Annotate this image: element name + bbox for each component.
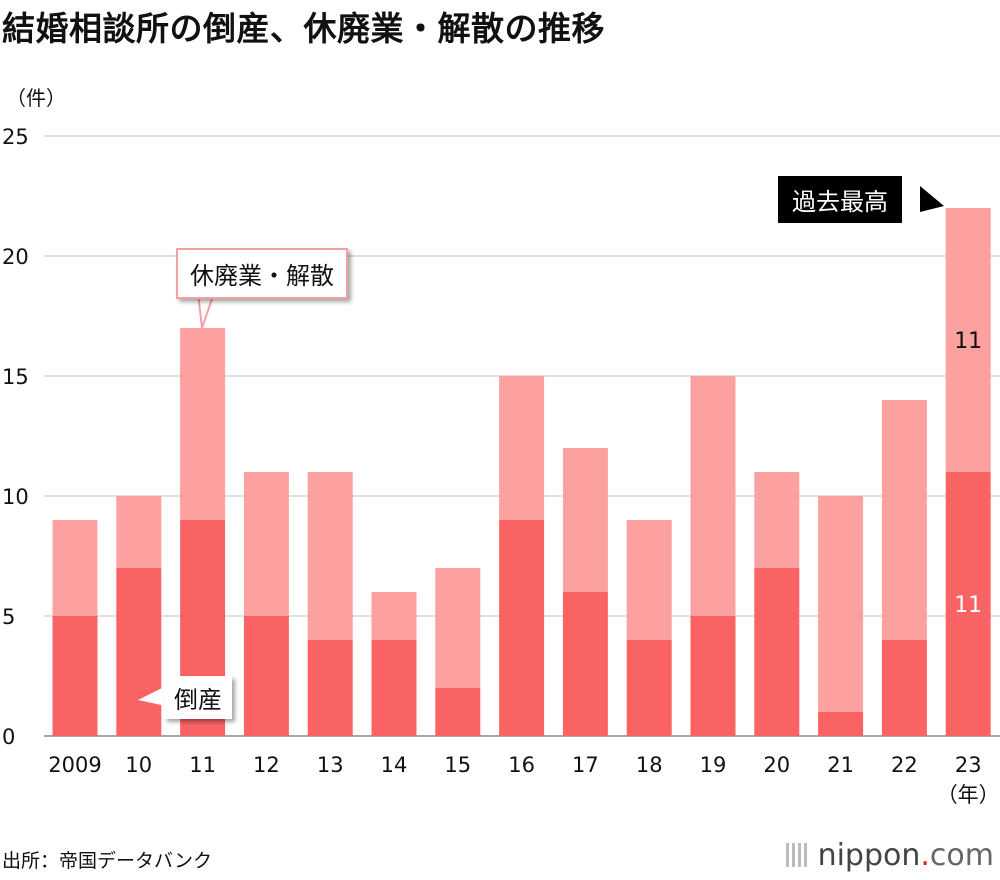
bar-closures bbox=[371, 592, 417, 640]
bar-closures bbox=[307, 472, 353, 640]
x-tick-label: 14 bbox=[381, 753, 408, 777]
y-axis-unit: （件） bbox=[6, 86, 66, 110]
bankruptcy-callout-label: 倒産 bbox=[174, 686, 222, 714]
bar-bankruptcy bbox=[435, 688, 481, 736]
bar-bankruptcy bbox=[881, 640, 927, 736]
bar-closures bbox=[116, 496, 162, 568]
bar-bankruptcy bbox=[307, 640, 353, 736]
closures-callout-label: 休廃業・解散 bbox=[190, 262, 334, 290]
bar-bankruptcy bbox=[754, 568, 800, 736]
x-tick-label: 13 bbox=[317, 753, 344, 777]
x-tick-label: 12 bbox=[253, 753, 280, 777]
bar-bankruptcy bbox=[626, 640, 672, 736]
bar-bankruptcy bbox=[371, 640, 417, 736]
bar-bankruptcy bbox=[116, 568, 162, 736]
closures-callout: 休廃業・解散 bbox=[176, 248, 348, 299]
bar-bankruptcy bbox=[52, 616, 98, 736]
data-label: 11 bbox=[954, 593, 982, 618]
chart-title: 結婚相談所の倒産、休廃業・解散の推移 bbox=[2, 9, 605, 48]
bankruptcy-callout-pointer bbox=[138, 686, 166, 706]
x-tick-label: 15 bbox=[444, 753, 471, 777]
bar-bankruptcy bbox=[945, 472, 991, 736]
bars-icon bbox=[785, 843, 810, 867]
x-tick-label: 20 bbox=[763, 753, 790, 777]
bar-bankruptcy bbox=[243, 616, 289, 736]
bar-bankruptcy bbox=[499, 520, 545, 736]
x-tick-label: 11 bbox=[189, 753, 216, 777]
logo-dot: . bbox=[920, 838, 930, 873]
logo-name: nippon bbox=[817, 838, 921, 873]
bar-closures bbox=[754, 472, 800, 568]
x-tick-label: 17 bbox=[572, 753, 599, 777]
bar-closures bbox=[818, 496, 864, 712]
record-high-callout: 過去最高 bbox=[778, 176, 902, 223]
y-tick-label: 10 bbox=[2, 485, 29, 509]
bar-bankruptcy bbox=[818, 712, 864, 736]
bar-closures bbox=[690, 376, 736, 616]
y-tick-label: 0 bbox=[2, 725, 15, 749]
x-tick-label: 16 bbox=[508, 753, 535, 777]
bankruptcy-callout: 倒産 bbox=[164, 676, 232, 719]
nippon-logo: nippon.com bbox=[785, 838, 994, 873]
bar-closures bbox=[881, 400, 927, 640]
bar-closures bbox=[243, 472, 289, 616]
y-tick-label: 25 bbox=[2, 125, 29, 149]
bar-bankruptcy bbox=[690, 616, 736, 736]
x-tick-label: 22 bbox=[891, 753, 918, 777]
bar-closures bbox=[945, 208, 991, 472]
source-note: 出所：帝国データバンク bbox=[2, 850, 212, 872]
record-high-callout-pointer bbox=[920, 186, 944, 212]
x-tick-label: 10 bbox=[125, 753, 152, 777]
bar-closures bbox=[499, 376, 545, 520]
x-axis-unit: （年） bbox=[937, 783, 1000, 807]
bar-closures bbox=[52, 520, 98, 616]
y-tick-label: 5 bbox=[2, 605, 15, 629]
x-tick-label: 23 bbox=[955, 753, 982, 777]
data-label: 11 bbox=[954, 329, 982, 354]
bar-closures bbox=[180, 328, 226, 520]
bar-closures bbox=[562, 448, 608, 592]
y-tick-label: 15 bbox=[2, 365, 29, 389]
bar-closures bbox=[435, 568, 481, 688]
y-tick-label: 20 bbox=[2, 245, 29, 269]
bar-bankruptcy bbox=[562, 592, 608, 736]
x-tick-label: 18 bbox=[636, 753, 663, 777]
x-tick-label: 2009 bbox=[48, 753, 101, 777]
x-tick-label: 21 bbox=[827, 753, 854, 777]
bar-closures bbox=[626, 520, 672, 640]
logo-suffix: com bbox=[929, 838, 994, 873]
record-high-callout-label: 過去最高 bbox=[792, 188, 888, 216]
x-tick-label: 19 bbox=[700, 753, 727, 777]
